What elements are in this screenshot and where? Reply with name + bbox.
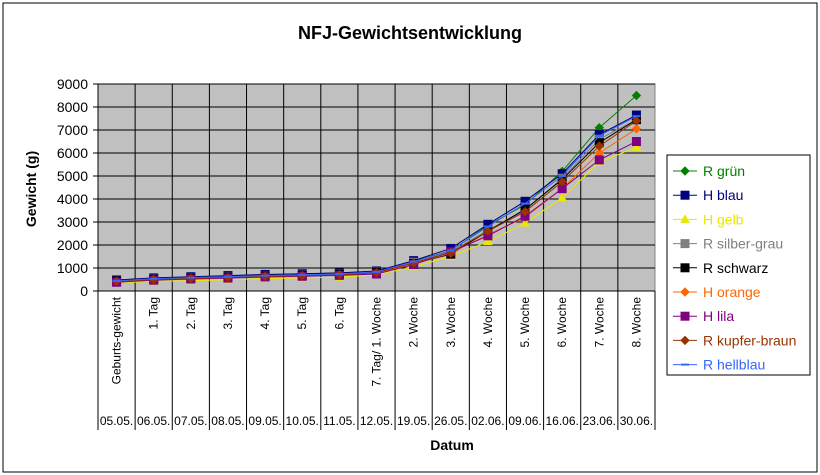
- x-date-label: 08.05.: [211, 414, 244, 428]
- x-category-label: 5. Woche: [518, 297, 532, 348]
- data-point: [557, 177, 567, 187]
- data-point: [594, 155, 604, 165]
- legend-label: R silber-grau: [703, 236, 783, 252]
- legend-label: R kupfer-braun: [703, 332, 796, 348]
- x-category-label: 5. Tag: [295, 297, 309, 329]
- plot-area: 0 1000 2000 3000 4000 5000 6000 7000 8000 9000 Geb…: [57, 76, 656, 430]
- legend-label: R grün: [703, 163, 745, 179]
- data-point: [483, 226, 493, 236]
- x-category-label: 1. Tag: [147, 297, 161, 329]
- y-tick-label: 5000: [57, 168, 88, 184]
- y-tick-label: 0: [80, 283, 88, 299]
- data-point: [520, 218, 530, 227]
- data-point: [631, 137, 641, 146]
- legend-item-h-orange: H orange: [673, 284, 761, 300]
- x-category-label: 7. Tag/ 1. Woche: [370, 297, 384, 387]
- data-point: [557, 192, 568, 202]
- legend-label: H orange: [703, 284, 761, 300]
- x-date-label: 09.06.: [508, 414, 541, 428]
- legend-label: H lila: [703, 308, 734, 324]
- x-category-label: 3. Woche: [444, 297, 458, 348]
- x-date-label: 19.05.: [397, 414, 430, 428]
- legend-marker: [680, 335, 690, 346]
- x-category-label: 2. Tag: [184, 297, 198, 329]
- y-axis-title: Gewicht (g): [23, 151, 39, 227]
- data-point: [631, 124, 642, 134]
- x-date-label: 06.05.: [137, 414, 170, 428]
- x-category-label: 6. Tag: [332, 297, 346, 329]
- legend-label: H gelb: [703, 211, 744, 227]
- legend-item-r-gr-n: R grün: [673, 163, 745, 179]
- y-tick-label: 3000: [57, 214, 88, 230]
- x-date-label: 05.05.: [100, 414, 133, 428]
- x-category-label: 4. Woche: [481, 297, 495, 348]
- legend-item-r-hellblau: R hellblau: [673, 357, 765, 373]
- y-tick-label: 2000: [57, 237, 88, 253]
- x-category-label: 6. Woche: [555, 297, 569, 348]
- legend-item-r-schwarz: R schwarz: [673, 260, 768, 276]
- legend-marker: [680, 263, 690, 273]
- legend-marker: [680, 239, 690, 249]
- x-date-label: 23.06.: [583, 414, 616, 428]
- data-point: [631, 90, 642, 101]
- x-date-label: 02.06.: [471, 414, 504, 428]
- y-tick-label: 7000: [57, 122, 88, 138]
- y-tick-label: 9000: [57, 76, 88, 92]
- legend-marker: [680, 190, 690, 200]
- data-point: [520, 206, 530, 217]
- x-date-label: 12.05.: [360, 414, 393, 428]
- chart-title: NFJ-Gewichtsentwicklung: [298, 23, 522, 43]
- legend-marker: [680, 311, 690, 321]
- x-category-label: 2. Woche: [407, 297, 421, 348]
- data-point: [631, 116, 642, 126]
- x-date-label: 11.05.: [323, 414, 355, 428]
- x-date-label: 26.05.: [434, 414, 467, 428]
- legend-label: R hellblau: [703, 357, 765, 373]
- legend-item-r-silber-grau: R silber-grau: [673, 236, 783, 252]
- data-point: [483, 236, 493, 246]
- legend-marker: [680, 214, 690, 223]
- data-point: [631, 142, 642, 151]
- series-r-hellblau: [112, 115, 641, 282]
- x-date-label: 10.05.: [286, 414, 319, 428]
- legend-marker: [680, 166, 690, 176]
- x-date-label: 09.05.: [248, 414, 281, 428]
- y-tick-label: 4000: [57, 191, 88, 207]
- x-date-label: 16.06.: [545, 414, 578, 428]
- legend-item-r-kupfer-braun: R kupfer-braun: [673, 332, 796, 348]
- legend-label: R schwarz: [703, 260, 768, 276]
- x-date-label: 07.05.: [174, 414, 207, 428]
- legend-marker: [680, 287, 690, 297]
- legend-label: H blau: [703, 187, 743, 203]
- legend-item-h-blau: H blau: [673, 187, 743, 203]
- legend-item-h-gelb: H gelb: [673, 211, 744, 227]
- x-category-label: 7. Woche: [592, 297, 606, 348]
- x-axis-title: Datum: [430, 437, 474, 453]
- legend-box: [666, 154, 811, 376]
- x-category-label: 8. Woche: [629, 297, 643, 348]
- x-date-label: 30.06.: [620, 414, 653, 428]
- x-category-label: 4. Tag: [258, 297, 272, 329]
- x-category-label: Geburts-gewicht: [110, 296, 124, 384]
- legend-item-h-lila: H lila: [673, 308, 734, 324]
- plot-background: [97, 83, 656, 292]
- y-tick-label: 8000: [57, 99, 88, 115]
- y-tick-label: 6000: [57, 145, 88, 161]
- data-point: [594, 141, 605, 151]
- legend: R grün H blau H gelb R silber-grau R schwarz…: [666, 154, 811, 376]
- x-category-label: 3. Tag: [221, 297, 235, 329]
- y-tick-label: 1000: [57, 260, 88, 276]
